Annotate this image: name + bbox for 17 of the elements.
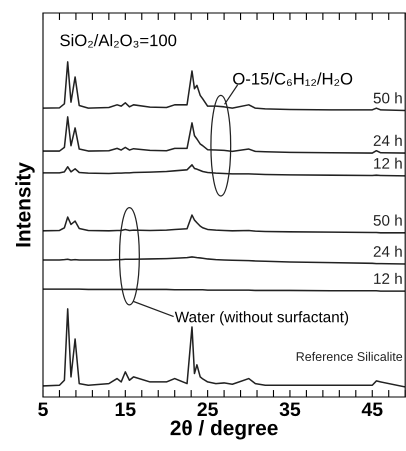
series-label: 24 h [374, 134, 402, 146]
series-label: Reference Silicalite [296, 352, 402, 362]
series-label: 50 h [374, 92, 402, 104]
annotation: Water (without surfactant) [174, 311, 348, 326]
x-tick-label: 25 [197, 402, 218, 416]
x-tick-label: 45 [362, 402, 383, 416]
text: SiO₂/Al₂O₃=100 [60, 34, 176, 48]
x-tick-label: 15 [116, 402, 136, 416]
annotation: O-15/C₆H₁₂/H₂O [233, 72, 352, 86]
y-axis-title: Intensity [15, 162, 35, 246]
x-tick-label: 35 [280, 402, 300, 416]
x-tick-label: 5 [38, 402, 48, 416]
series-label: 12 h [374, 272, 402, 284]
x-axis-title: 2θ / degree [170, 420, 278, 440]
series-label: 12 h [374, 158, 402, 169]
series-label: 24 h [374, 246, 402, 257]
series-label: 50 h [374, 214, 402, 226]
